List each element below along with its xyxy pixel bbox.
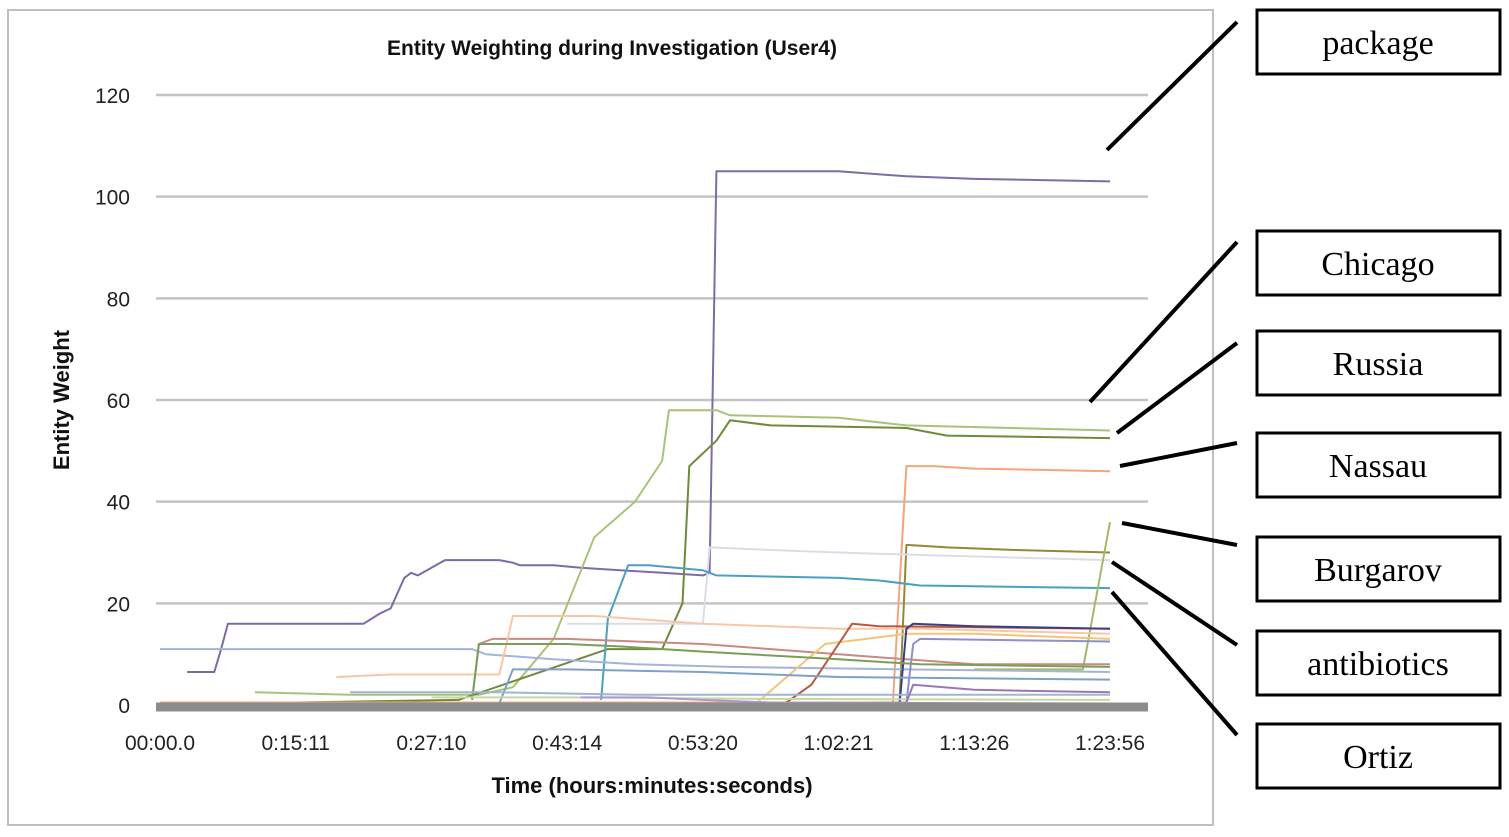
y-tick-labels: 0 20 40 60 80 100 120 [95, 85, 130, 718]
chart-title: Entity Weighting during Investigation (U… [387, 37, 837, 60]
y-tick-label: 40 [107, 492, 130, 515]
callout-box [1255, 722, 1502, 790]
series-line [350, 691, 1110, 696]
callout-leaders [1088, 20, 1239, 737]
y-tick-label: 80 [107, 288, 130, 311]
callout-label: Burgarov [1314, 552, 1442, 589]
callout-label: Russia [1333, 346, 1424, 383]
x-tick-label: 1:02:21 [804, 732, 874, 755]
x-tick-label: 0:15:11 [261, 732, 330, 755]
series-line [471, 637, 1110, 701]
callout-label: package [1322, 25, 1433, 62]
callout-russia: Russia [1255, 329, 1502, 397]
series-line [254, 409, 1111, 696]
series-line [471, 643, 1111, 701]
series-line [600, 564, 1111, 700]
callout-box [1255, 535, 1502, 603]
callout-label: Ortiz [1343, 739, 1413, 776]
series-line [160, 648, 1111, 673]
series-line [295, 419, 1111, 704]
callout-antibiotics: antibiotics [1255, 629, 1502, 697]
series-line [336, 615, 1111, 678]
callout-box [1255, 629, 1502, 697]
callout-box [1255, 431, 1502, 499]
callout-leader [1110, 560, 1239, 647]
series-line [974, 521, 1111, 671]
x-tick-label: 00:00.0 [125, 732, 195, 755]
y-tick-label: 20 [107, 593, 130, 616]
callout-label: antibiotics [1307, 646, 1449, 683]
callout-label: Chicago [1321, 246, 1434, 283]
y-tick-label: 120 [95, 85, 130, 108]
callout-burgarov: Burgarov [1255, 535, 1502, 603]
callout-box [1255, 229, 1502, 297]
callout-leader [1115, 341, 1239, 435]
series-line [498, 668, 1111, 704]
x-tick-label: 0:43:14 [532, 732, 602, 755]
chart-frame [7, 9, 1214, 826]
callout-leader [1088, 240, 1239, 404]
callout-leader [1105, 20, 1239, 152]
callout-chicago: Chicago [1255, 229, 1502, 297]
callout-ortiz: Ortiz [1255, 722, 1502, 790]
callout-package: package [1255, 8, 1502, 76]
series-line [898, 622, 1111, 704]
y-tick-label: 100 [95, 187, 130, 210]
x-axis-title: Time (hours:minutes:seconds) [491, 773, 812, 798]
y-axis-title: Entity Weight [49, 329, 74, 470]
callouts: package Chicago Russia Nassau Burgarov antibi… [1255, 8, 1502, 790]
y-tick-label: 60 [107, 390, 130, 413]
x-tick-label: 0:27:10 [396, 732, 466, 755]
series-line [187, 170, 1111, 673]
callout-label: Nassau [1329, 448, 1427, 485]
series-line [783, 622, 1111, 705]
x-tick-label: 1:23:56 [1075, 732, 1145, 755]
series-line [567, 546, 1111, 625]
callout-box [1255, 8, 1502, 76]
callout-leader [1121, 521, 1238, 547]
gridlines [156, 93, 1148, 605]
y-tick-label: 0 [118, 695, 130, 718]
x-tick-label: 0:53:20 [668, 732, 738, 755]
callout-nassau: Nassau [1255, 431, 1502, 499]
callout-leader [1119, 441, 1238, 468]
x-tick-label: 1:13:26 [939, 732, 1009, 755]
callout-box [1255, 329, 1502, 397]
callout-leader [1110, 590, 1239, 737]
x-tick-labels: 00:00.0 0:15:11 0:27:10 0:43:14 0:53:20 1:02:… [125, 732, 1145, 755]
